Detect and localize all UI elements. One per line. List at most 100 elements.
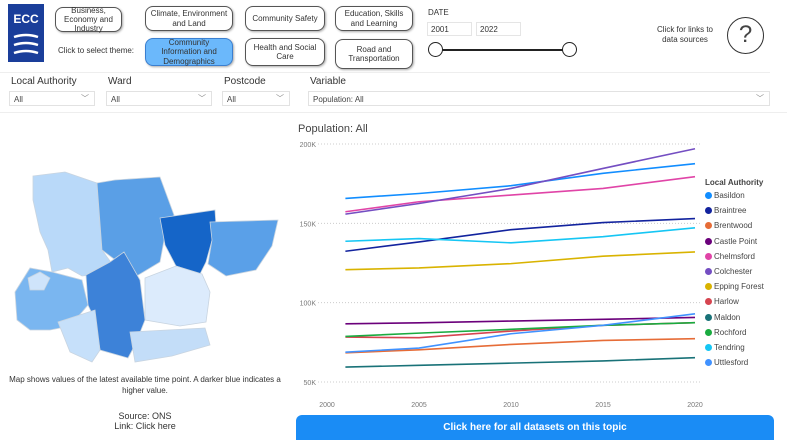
date-label: DATE <box>428 8 449 17</box>
x-tick-label: 2010 <box>503 402 519 409</box>
legend-label: Brentwood <box>714 221 753 231</box>
legend-dot-icon <box>705 237 712 245</box>
legend-label: Epping Forest <box>714 282 764 292</box>
y-tick-label: 50K <box>304 380 317 387</box>
variable-label: Variable <box>310 76 346 87</box>
theme-prompt: Click to select theme: <box>58 46 135 55</box>
chevron-down-icon: ﹀ <box>756 94 764 103</box>
map-maldon <box>144 265 211 327</box>
map-uttlesford <box>32 171 119 277</box>
source-link[interactable]: Link: Click here <box>114 421 176 431</box>
series-line-brentwood[interactable] <box>345 337 696 354</box>
help-text: Click for links to data sources <box>656 25 713 44</box>
date-slider-track[interactable] <box>435 49 570 51</box>
theme-community-safety[interactable]: Community Safety <box>245 6 325 31</box>
series-line-maldon[interactable] <box>345 356 696 368</box>
legend-item[interactable]: Maldon <box>705 313 740 322</box>
theme-climate[interactable]: Climate, Environment and Land <box>145 6 233 31</box>
legend-label: Uttlesford <box>714 358 749 368</box>
postcode-dropdown[interactable]: All ﹀ <box>222 91 290 106</box>
series-line-epping-forest[interactable] <box>345 251 696 271</box>
series-line-uttlesford[interactable] <box>345 312 696 353</box>
essex-map[interactable] <box>0 140 290 370</box>
legend-dot-icon <box>705 192 712 199</box>
map-braintree <box>96 176 175 284</box>
series-line-colchester[interactable] <box>345 147 696 215</box>
legend-item[interactable]: Braintree <box>705 206 746 215</box>
legend-item[interactable]: Chelmsford <box>705 252 755 261</box>
ecc-logo: ECC <box>8 4 44 62</box>
variable-value: Population: All <box>313 95 364 104</box>
legend-item[interactable]: Basildon <box>705 191 745 200</box>
legend-dot-icon <box>705 252 712 260</box>
legend-item[interactable]: Colchester <box>705 267 752 276</box>
legend-label: Maldon <box>714 312 741 322</box>
legend-title: Local Authority <box>705 178 764 187</box>
series-line-basildon[interactable] <box>345 162 696 200</box>
series-line-chelmsford[interactable] <box>345 175 696 213</box>
legend-dot-icon <box>705 207 712 215</box>
map-harlow <box>27 271 51 291</box>
legend-item[interactable]: Castle Point <box>705 237 757 246</box>
x-tick-label: 2020 <box>687 402 703 409</box>
theme-community-information[interactable]: Community Information and Demographics <box>145 38 233 66</box>
all-datasets-button[interactable]: Click here for all datasets on this topi… <box>296 415 774 440</box>
map-colchester <box>159 209 217 275</box>
legend-dot-icon <box>705 268 712 275</box>
x-tick-label: 2000 <box>319 402 335 409</box>
seaxes-icon <box>13 33 39 55</box>
theme-health[interactable]: Health and Social Care <box>245 38 325 66</box>
source-text: Source: ONS <box>118 411 172 421</box>
chevron-down-icon: ﹀ <box>198 94 206 103</box>
legend-label: Basildon <box>714 191 745 200</box>
ward-label: Ward <box>108 76 132 87</box>
postcode-value: All <box>227 95 236 104</box>
divider <box>0 72 770 73</box>
legend-item[interactable]: Tendring <box>705 343 745 352</box>
legend-label: Rochford <box>714 327 747 337</box>
legend-dot-icon <box>705 359 712 367</box>
legend-label: Harlow <box>714 297 739 307</box>
date-start-input[interactable]: 2001 <box>427 22 472 36</box>
series-line-castle-point[interactable] <box>345 316 696 325</box>
question-circle-icon[interactable]: ? <box>727 17 764 54</box>
x-tick-label: 2015 <box>595 402 611 409</box>
legend-label: Chelmsford <box>714 251 755 261</box>
series-line-braintree[interactable] <box>345 217 696 253</box>
local-authority-dropdown[interactable]: All ﹀ <box>9 91 95 106</box>
ward-value: All <box>111 95 120 104</box>
theme-education[interactable]: Education, Skills and Learning <box>335 6 413 31</box>
y-tick-label: 150K <box>300 221 317 228</box>
date-slider-end-handle[interactable] <box>562 42 577 57</box>
local-authority-label: Local Authority <box>11 76 77 87</box>
legend-dot-icon <box>705 313 712 321</box>
divider <box>0 112 787 113</box>
legend-label: Braintree <box>714 206 747 216</box>
legend-item[interactable]: Brentwood <box>705 221 752 230</box>
legend-dot-icon <box>705 344 712 351</box>
legend-item[interactable]: Uttlesford <box>705 358 748 367</box>
map-rochford-southend <box>129 327 211 363</box>
legend-item[interactable]: Epping Forest <box>705 282 764 291</box>
y-tick-label: 200K <box>300 142 317 149</box>
theme-road[interactable]: Road and Transportation <box>335 39 413 69</box>
legend-item[interactable]: Rochford <box>705 328 746 337</box>
variable-dropdown[interactable]: Population: All ﹀ <box>308 91 770 106</box>
map-caption: Map shows values of the latest available… <box>9 375 281 396</box>
chevron-down-icon: ﹀ <box>276 94 284 103</box>
local-authority-value: All <box>14 95 23 104</box>
legend-item[interactable]: Harlow <box>705 297 739 306</box>
x-tick-label: 2005 <box>411 402 427 409</box>
y-tick-label: 100K <box>300 301 317 308</box>
legend-label: Tendring <box>714 343 745 352</box>
legend-label: Colchester <box>714 267 753 276</box>
chart-title: Population: All <box>298 123 368 135</box>
theme-business[interactable]: Business, Economy and Industry <box>55 6 122 33</box>
date-slider-start-handle[interactable] <box>428 42 443 57</box>
ward-dropdown[interactable]: All ﹀ <box>106 91 212 106</box>
series-line-tendring[interactable] <box>345 226 696 244</box>
map-tendring <box>207 219 279 277</box>
series-line-rochford[interactable] <box>345 321 696 338</box>
date-end-input[interactable]: 2022 <box>476 22 521 36</box>
